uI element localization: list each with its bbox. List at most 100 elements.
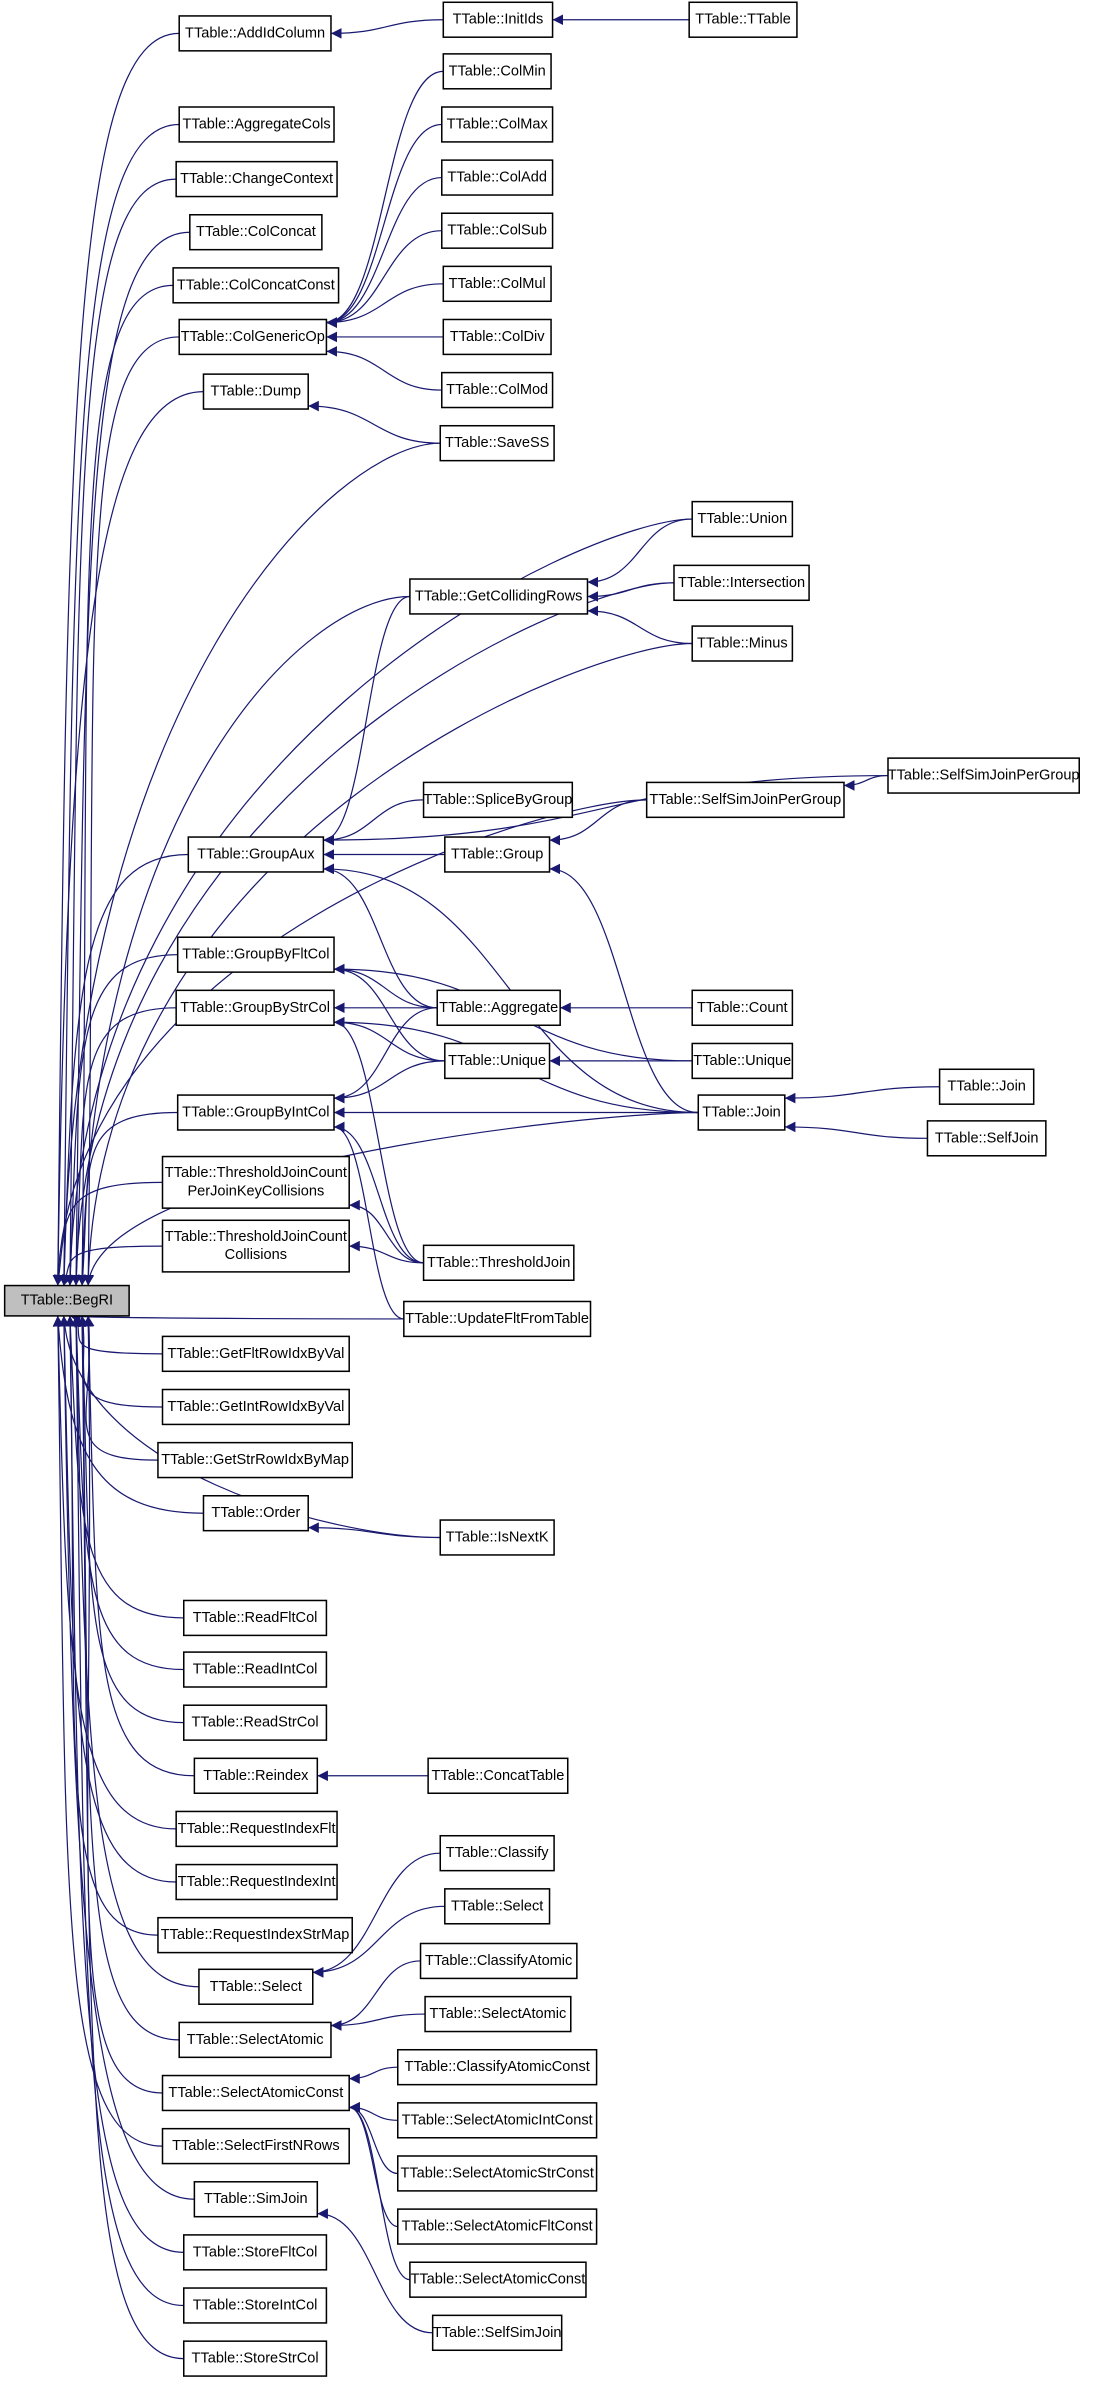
node-label: TTable::SelfSimJoin	[433, 2325, 562, 2341]
node-classify-atomic-const[interactable]: TTable::ClassifyAtomicConst	[397, 2048, 598, 2086]
node-beg-ri[interactable]: TTable::BegRI	[3, 1284, 130, 1317]
node-ttable[interactable]: TTable::TTable	[688, 1, 798, 38]
node-classify-atomic[interactable]: TTable::ClassifyAtomic	[419, 1942, 578, 1980]
node-label: TTable::ColMin	[449, 63, 546, 79]
node-select-first-nrows[interactable]: TTable::SelectFirstNRows	[161, 2127, 350, 2165]
node-label: TTable::ColConcat	[196, 224, 316, 240]
node-save-ss[interactable]: TTable::SaveSS	[439, 424, 555, 462]
node-col-sub[interactable]: TTable::ColSub	[441, 212, 554, 249]
node-aggregate[interactable]: TTable::Aggregate	[436, 989, 561, 1027]
node-col-div[interactable]: TTable::ColDiv	[442, 318, 552, 356]
node-join5[interactable]: TTable::Join	[938, 1068, 1035, 1105]
node-store-int-col[interactable]: TTable::StoreIntCol	[182, 2287, 328, 2324]
node-get-colliding-rows[interactable]: TTable::GetCollidingRows	[409, 578, 589, 615]
node-read-str-col[interactable]: TTable::ReadStrCol	[182, 1704, 328, 1741]
edge-union-to-get-colliding-rows	[587, 518, 693, 588]
node-group-by-int-col[interactable]: TTable::GroupByIntCol	[176, 1094, 335, 1131]
node-select3[interactable]: TTable::Select	[444, 1888, 551, 1925]
node-label: TTable::AddIdColumn	[185, 25, 325, 41]
node-col-mul[interactable]: TTable::ColMul	[442, 265, 552, 303]
node-select-atomic-const[interactable]: TTable::SelectAtomicConst	[161, 2074, 350, 2112]
node-classify[interactable]: TTable::Classify	[439, 1834, 555, 1872]
node-select-atomic-const3[interactable]: TTable::SelectAtomicConst	[409, 2261, 587, 2298]
node-request-index-str-map[interactable]: TTable::RequestIndexStrMap	[157, 1916, 353, 1954]
node-select-atomic3[interactable]: TTable::SelectAtomic	[424, 1995, 572, 2033]
node-unique4[interactable]: TTable::Unique	[691, 1042, 794, 1080]
node-aggregate-cols[interactable]: TTable::AggregateCols	[178, 106, 335, 143]
node-label: TTable::SelectAtomic	[430, 2006, 567, 2022]
node-col-min[interactable]: TTable::ColMin	[442, 53, 552, 90]
node-request-index-flt[interactable]: TTable::RequestIndexFlt	[175, 1810, 338, 1848]
node-select-atomic[interactable]: TTable::SelectAtomic	[178, 2021, 332, 2059]
node-is-next-k[interactable]: TTable::IsNextK	[439, 1519, 555, 1556]
node-add-id-column[interactable]: TTable::AddIdColumn	[178, 15, 332, 52]
node-order[interactable]: TTable::Order	[202, 1495, 309, 1532]
node-group-by-flt-col[interactable]: TTable::GroupByFltCol	[176, 936, 335, 973]
node-box	[161, 1335, 350, 1373]
node-group-by-str-col[interactable]: TTable::GroupByStrCol	[175, 989, 335, 1027]
node-group-aux[interactable]: TTable::GroupAux	[187, 836, 325, 873]
node-label: TTable::SimJoin	[204, 2191, 308, 2207]
node-box	[442, 318, 552, 356]
node-dump[interactable]: TTable::Dump	[202, 373, 309, 410]
node-box	[431, 2314, 563, 2352]
node-get-flt-row-idx-by-val[interactable]: TTable::GetFltRowIdxByVal	[161, 1335, 350, 1373]
node-self-sim-join[interactable]: TTable::SelfSimJoin	[431, 2314, 563, 2352]
node-select-atomic-int-const[interactable]: TTable::SelectAtomicIntConst	[397, 2102, 598, 2139]
node-col-mod[interactable]: TTable::ColMod	[441, 371, 554, 409]
node-read-flt-col[interactable]: TTable::ReadFltCol	[182, 1599, 328, 1637]
node-group[interactable]: TTable::Group	[444, 836, 551, 873]
node-threshold-join[interactable]: TTable::ThresholdJoin	[422, 1244, 575, 1281]
node-count[interactable]: TTable::Count	[691, 989, 794, 1027]
node-box	[182, 1704, 328, 1741]
node-box	[439, 424, 555, 462]
node-label: TTable::AggregateCols	[183, 116, 331, 132]
node-ssjpg5[interactable]: TTable::SelfSimJoinPerGroup	[887, 757, 1080, 794]
node-box	[645, 781, 845, 819]
edge-col-concat-const-to-beg-ri	[76, 284, 174, 1286]
node-select[interactable]: TTable::Select	[198, 1968, 314, 2005]
node-reindex[interactable]: TTable::Reindex	[193, 1757, 319, 1794]
node-label: TTable::SelfSimJoinPerGroup	[649, 792, 841, 808]
node-label: TTable::Classify	[446, 1845, 549, 1861]
edge-order-to-beg-ri	[53, 1315, 204, 1514]
node-label: TTable::SelectAtomicConst	[168, 2085, 343, 2101]
node-col-generic-op[interactable]: TTable::ColGenericOp	[178, 318, 328, 356]
node-unique3[interactable]: TTable::Unique	[444, 1042, 551, 1080]
node-intersection[interactable]: TTable::Intersection	[673, 564, 810, 602]
edge-get-int-row-idx-by-val-to-beg-ri	[78, 1315, 163, 1408]
node-store-str-col[interactable]: TTable::StoreStrCol	[182, 2340, 328, 2377]
node-box	[422, 1244, 575, 1281]
node-col-concat[interactable]: TTable::ColConcat	[189, 214, 323, 251]
node-ssjpg4[interactable]: TTable::SelfSimJoinPerGroup	[645, 781, 845, 819]
node-box	[422, 781, 574, 819]
node-col-add[interactable]: TTable::ColAdd	[441, 159, 554, 196]
node-minus[interactable]: TTable::Minus	[691, 625, 794, 662]
node-select-atomic-str-const[interactable]: TTable::SelectAtomicStrConst	[397, 2155, 598, 2192]
node-union[interactable]: TTable::Union	[691, 500, 794, 538]
node-read-int-col[interactable]: TTable::ReadIntCol	[182, 1651, 328, 1688]
node-label: TTable::ColDiv	[450, 329, 545, 345]
node-tjcper-key[interactable]: TTable::ThresholdJoinCountPerJoinKeyColl…	[161, 1155, 350, 1209]
node-change-context[interactable]: TTable::ChangeContext	[175, 160, 338, 198]
node-join4[interactable]: TTable::Join	[697, 1094, 786, 1131]
node-select-atomic-flt-const[interactable]: TTable::SelectAtomicFltConst	[397, 2208, 598, 2245]
edge-update-flt-from-table-to-group-by-int-col	[333, 1121, 404, 1320]
node-get-int-row-idx-by-val[interactable]: TTable::GetIntRowIdxByVal	[161, 1388, 350, 1426]
node-box	[198, 1968, 314, 2005]
edge-threshold-join-to-tjcper-key	[349, 1199, 424, 1264]
node-request-index-int[interactable]: TTable::RequestIndexInt	[175, 1863, 338, 1901]
edges	[52, 14, 940, 2360]
node-sim-join[interactable]: TTable::SimJoin	[193, 2181, 319, 2218]
node-col-concat-const[interactable]: TTable::ColConcatConst	[172, 267, 340, 304]
node-store-flt-col[interactable]: TTable::StoreFltCol	[182, 2234, 328, 2271]
node-get-str-row-idx-by-map[interactable]: TTable::GetStrRowIdxByMap	[157, 1441, 353, 1479]
node-self-join[interactable]: TTable::SelfJoin	[926, 1120, 1047, 1157]
node-box	[175, 989, 335, 1027]
node-init-ids[interactable]: TTable::InitIds	[442, 1, 554, 38]
node-update-flt-from-table[interactable]: TTable::UpdateFltFromTable	[403, 1300, 592, 1338]
node-col-max[interactable]: TTable::ColMax	[441, 106, 554, 143]
node-concat-table[interactable]: TTable::ConcatTable	[427, 1757, 569, 1794]
node-splice-by-group[interactable]: TTable::SpliceByGroup	[422, 781, 574, 819]
